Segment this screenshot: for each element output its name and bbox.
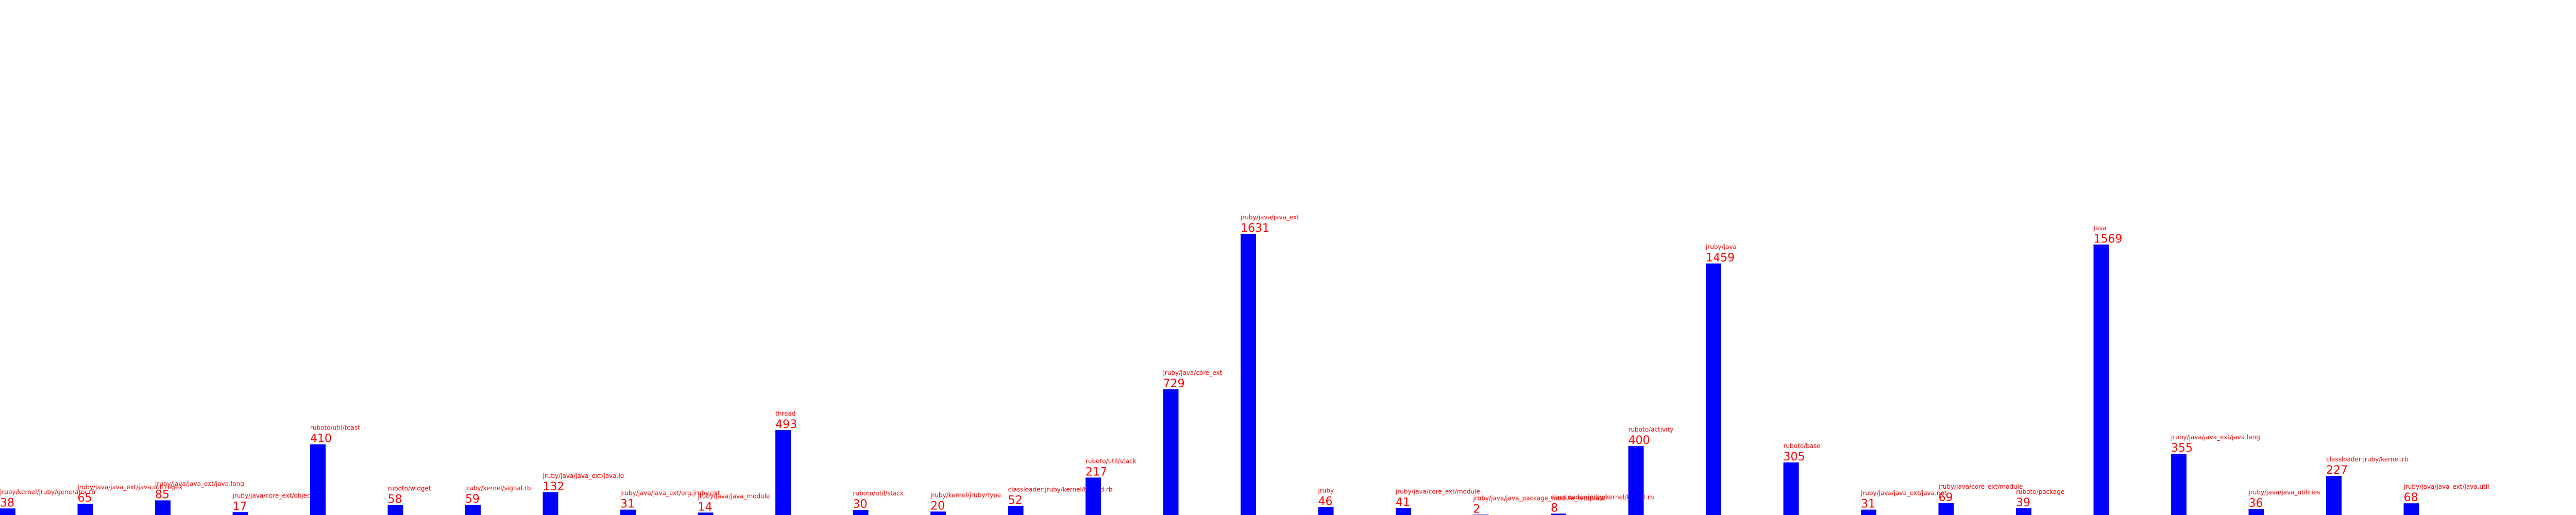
- bar-category-label: ruboto/util/stack: [853, 490, 904, 497]
- bar-category-label: jruby/kernel/jruby/generator.rb: [0, 488, 95, 495]
- bar: [465, 505, 481, 515]
- bar-value-label: 1569: [2094, 233, 2123, 246]
- bar-value-label: 39: [2016, 496, 2030, 509]
- bar-category-label: ruboto/util/toast: [310, 424, 360, 432]
- bar-category-label: jruby/java/java_ext/java.util.regex: [77, 484, 183, 491]
- bar-value-label: 31: [1861, 498, 1875, 511]
- bar-value-label: 217: [1086, 466, 1107, 478]
- bar-category-label: jruby/java/java_module: [698, 492, 770, 500]
- bar-value-label: 58: [388, 493, 402, 506]
- bar-category-label: classloader:jruby/kernel/kernel.rb: [1551, 493, 1654, 501]
- bar-value-label: 85: [155, 489, 170, 502]
- bar: [775, 430, 791, 515]
- bar-value-label: 46: [1318, 495, 1333, 508]
- bar-category-label: jruby: [1318, 487, 1334, 494]
- bar-category-label: jruby/java/java_ext/java.util: [2403, 483, 2489, 490]
- bar-category-label: jruby/java/core_ext: [1163, 369, 1223, 376]
- bar-category-label: jruby/java: [1705, 244, 1737, 251]
- bar: [543, 492, 558, 515]
- bar-value-label: 227: [2326, 464, 2348, 477]
- bar: [232, 512, 248, 515]
- bar-category-label: jruby/java/core_ext/module: [1395, 488, 1480, 495]
- bar: [1086, 477, 1101, 515]
- bar: [1318, 507, 1334, 515]
- bar-category-label: jruby/java/core_ext/object: [232, 492, 313, 499]
- bar-category-label: thread: [775, 410, 795, 417]
- bar: [2171, 454, 2187, 515]
- bar: [1783, 462, 1799, 515]
- bar: [77, 504, 93, 515]
- bar-value-label: 400: [1629, 434, 1650, 447]
- bar-category-label: jruby/java/core_ext/module: [1938, 483, 2023, 490]
- bar: [1628, 446, 1644, 515]
- bar: [155, 500, 171, 515]
- bar-category-label: ruboto/base: [1784, 442, 1821, 450]
- bar: [2016, 508, 2031, 515]
- bar-value-label: 30: [853, 498, 868, 511]
- bar-value-label: 31: [620, 498, 635, 511]
- bar: [0, 508, 15, 515]
- bar: [1938, 503, 1954, 515]
- bar-category-label: java: [2093, 225, 2107, 232]
- bar-category-label: ruboto/package: [2016, 488, 2064, 495]
- bar-value-label: 69: [1939, 491, 1953, 504]
- bar-category-label: ruboto/activity: [1629, 426, 1674, 433]
- bar-category-label: jruby/java/java_ext: [1240, 214, 1299, 221]
- bar-category-label: jruby/java/java_ext/java.net: [1860, 490, 1947, 497]
- bar: [1241, 234, 1256, 515]
- bar: [2248, 508, 2264, 515]
- bar-category-label: jruby/java/java_ext/java.lang: [2171, 434, 2260, 441]
- bar: [1396, 508, 1411, 515]
- bar-value-label: 1631: [1241, 222, 1269, 235]
- bar: [310, 444, 326, 515]
- bar: [853, 509, 869, 515]
- bar: [2093, 244, 2109, 515]
- bar-value-label: 729: [1163, 377, 1185, 390]
- bar: [2326, 476, 2342, 515]
- bar-value-label: 17: [233, 500, 247, 513]
- bar-value-label: 59: [465, 493, 480, 506]
- bar-category-label: jruby/kernel/signal.rb: [465, 485, 531, 492]
- bar: [1861, 509, 1876, 515]
- bar-value-label: 410: [310, 433, 332, 445]
- bar-value-label: 41: [1396, 496, 1410, 509]
- bar: [2403, 503, 2419, 515]
- bar-value-label: 355: [2171, 442, 2193, 455]
- bar-value-label: 68: [2404, 491, 2418, 504]
- bar-value-label: 20: [930, 500, 945, 512]
- bar-category-label: jruby/java/java_ext/org.jruby.ext: [620, 490, 720, 497]
- bar: [1706, 263, 1721, 515]
- bar-value-label: 132: [543, 480, 565, 493]
- bar-value-label: 52: [1008, 494, 1023, 507]
- bar-category-label: jruby/java/java_utilities: [2248, 489, 2320, 496]
- bar: [620, 509, 636, 515]
- bar-value-label: 38: [0, 496, 14, 509]
- bar-category-label: ruboto/widget: [388, 485, 431, 492]
- bar-category-label: classloader:jruby/kernel.rb: [2326, 456, 2409, 463]
- bar-value-label: 305: [1784, 451, 1805, 464]
- bar-value-label: 65: [78, 492, 92, 505]
- bar: [1008, 506, 1024, 515]
- bar-value-label: 36: [2249, 497, 2263, 510]
- bar-value-label: 14: [698, 501, 713, 513]
- bar-value-label: 8: [1551, 502, 1558, 514]
- bar: [698, 512, 714, 515]
- bar-category-label: ruboto/util/stack: [1086, 457, 1137, 465]
- bar: [1163, 389, 1179, 515]
- bar: [930, 511, 946, 515]
- bar-category-label: jruby/java/java_ext/java.lang: [155, 480, 244, 488]
- bar-value-label: 493: [775, 418, 797, 431]
- bar-category-label: jruby/java/java_ext/java.io: [543, 472, 624, 479]
- bar-value-label: 2: [1473, 503, 1481, 515]
- bar-value-label: 1459: [1706, 252, 1735, 265]
- bar: [387, 505, 403, 515]
- bar-category-label: jruby/java/java_package_module_template: [1473, 494, 1606, 502]
- bar-category-label: jruby/kernel/jruby/type: [930, 491, 1001, 499]
- bar: [1551, 513, 1566, 515]
